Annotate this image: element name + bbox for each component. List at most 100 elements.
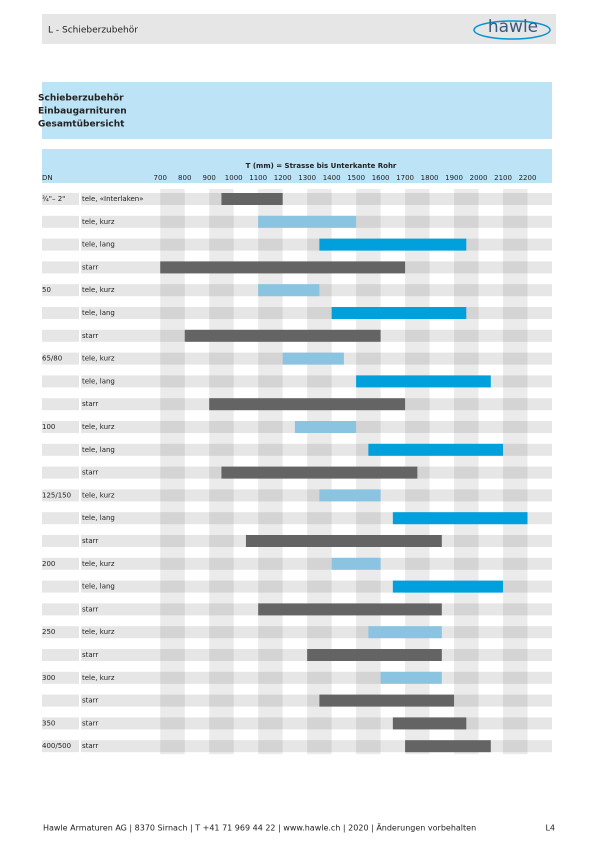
range-bar (331, 557, 381, 570)
axis-title: T (mm) = Strasse bis Unterkante Rohr (246, 162, 397, 170)
logo: hawle (488, 17, 538, 37)
x-tick-label: 1100 (249, 174, 267, 182)
dn-label: 125/150 (42, 491, 71, 499)
dn-label: 300 (42, 674, 55, 682)
row-band (42, 626, 79, 639)
row-band (42, 557, 79, 570)
mount-label: tele, kurz (82, 674, 115, 682)
mount-label: tele, lang (82, 446, 115, 454)
section-title: L - Schieberzubehör (48, 26, 138, 36)
row-band (42, 717, 79, 730)
row-band (42, 489, 79, 502)
column-stripe (454, 189, 479, 755)
dn-header: DN (42, 174, 53, 182)
mount-label: starr (82, 697, 98, 705)
mount-label: tele, kurz (82, 628, 115, 636)
x-tick-label: 1200 (274, 174, 292, 182)
row-band (42, 535, 79, 547)
row-band (42, 671, 79, 684)
range-bar (209, 398, 406, 411)
x-tick-label: 1400 (323, 174, 341, 182)
x-tick-label: 700 (154, 174, 167, 182)
footer-text: Hawle Armaturen AG | 8370 Sirnach | T +4… (43, 823, 476, 833)
mount-label: tele, lang (82, 309, 115, 317)
mount-label: starr (82, 332, 98, 340)
row-band (42, 307, 79, 319)
row-band (42, 649, 79, 661)
row-band (81, 557, 552, 570)
range-bar (282, 352, 344, 365)
x-tick-label: 1000 (225, 174, 243, 182)
range-bar (160, 261, 406, 274)
page-number: L4 (545, 824, 555, 833)
range-bar (221, 193, 283, 205)
x-tick-label: 2200 (519, 174, 537, 182)
column-stripe (503, 189, 528, 755)
mount-label: starr (82, 719, 98, 727)
row-band (42, 740, 79, 753)
range-bar (319, 238, 467, 251)
range-bar (221, 466, 418, 479)
row-band (42, 398, 79, 411)
range-bar (307, 649, 442, 661)
range-bar (245, 535, 442, 547)
title-line: Schieberzubehör (38, 94, 124, 104)
x-tick-label: 800 (178, 174, 191, 182)
mount-label: tele, «Interlaken» (82, 195, 144, 203)
row-band (42, 603, 79, 616)
row-band (42, 238, 79, 251)
mount-label: tele, kurz (82, 560, 115, 568)
logo-swoosh (473, 20, 551, 40)
mount-label: tele, lang (82, 514, 115, 522)
row-band (42, 421, 79, 433)
title-line: Gesamtübersicht (38, 120, 125, 130)
range-bar (392, 580, 504, 593)
range-bar (294, 421, 357, 433)
row-band (42, 466, 79, 479)
mount-label: tele, kurz (82, 423, 115, 431)
range-bar (356, 375, 491, 388)
mount-label: starr (82, 605, 98, 613)
range-bar (258, 215, 357, 228)
x-tick-label: 1700 (396, 174, 414, 182)
row-band (42, 329, 79, 342)
range-bar (368, 626, 442, 639)
mount-label: starr (82, 742, 98, 750)
range-bar (184, 329, 381, 342)
range-bar (258, 603, 442, 616)
title-box (42, 82, 552, 139)
mount-label: tele, kurz (82, 286, 115, 294)
mount-label: tele, kurz (82, 218, 115, 226)
range-bar (405, 740, 491, 753)
mount-label: tele, kurz (82, 491, 115, 499)
x-tick-label: 1600 (372, 174, 390, 182)
mount-label: tele, lang (82, 583, 115, 591)
range-bar (392, 512, 528, 525)
dn-label: ¾"– 2" (42, 195, 65, 203)
row-band (42, 261, 79, 274)
range-bar (331, 307, 467, 319)
row-band (81, 193, 552, 205)
row-band (42, 352, 79, 365)
range-bar (258, 284, 320, 297)
dn-label: 65/80 (42, 355, 62, 363)
row-band (81, 489, 552, 502)
x-tick-label: 2100 (494, 174, 512, 182)
mount-label: tele, lang (82, 241, 115, 249)
dn-label: 100 (42, 423, 55, 431)
range-bar (380, 671, 442, 684)
x-tick-label: 2000 (470, 174, 488, 182)
row-band (42, 215, 79, 228)
dn-label: 400/500 (42, 742, 71, 750)
mount-label: starr (82, 651, 98, 659)
mount-label: starr (82, 537, 98, 545)
mount-label: tele, lang (82, 377, 115, 385)
row-band (42, 443, 79, 456)
dn-label: 50 (42, 286, 51, 294)
header-bar (42, 14, 556, 44)
range-bar (319, 489, 381, 502)
row-band (42, 193, 79, 205)
column-stripe (160, 189, 185, 755)
